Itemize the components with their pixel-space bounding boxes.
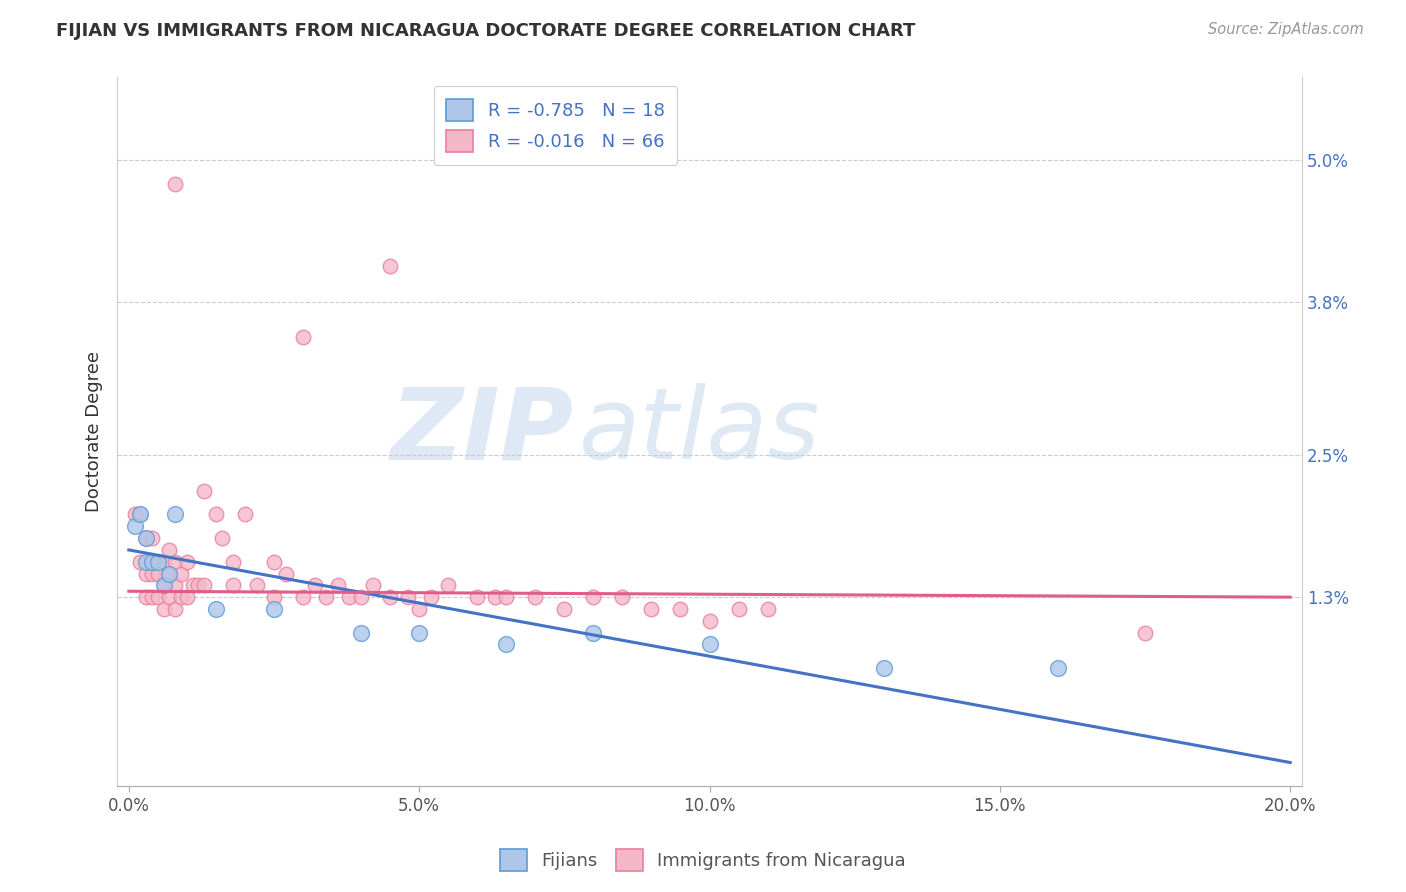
Point bbox=[437, 578, 460, 592]
Point bbox=[165, 555, 187, 569]
Point bbox=[170, 590, 193, 604]
Point bbox=[378, 590, 401, 604]
Point bbox=[135, 531, 157, 545]
Point bbox=[141, 531, 163, 545]
Point bbox=[141, 555, 163, 569]
Point bbox=[141, 590, 163, 604]
Point bbox=[553, 602, 575, 616]
Text: FIJIAN VS IMMIGRANTS FROM NICARAGUA DOCTORATE DEGREE CORRELATION CHART: FIJIAN VS IMMIGRANTS FROM NICARAGUA DOCT… bbox=[56, 22, 915, 40]
Point bbox=[152, 602, 174, 616]
Point bbox=[484, 590, 506, 604]
Point bbox=[152, 578, 174, 592]
Point bbox=[524, 590, 547, 604]
Point bbox=[193, 483, 215, 498]
Point bbox=[419, 590, 441, 604]
Point bbox=[222, 578, 245, 592]
Text: atlas: atlas bbox=[579, 384, 821, 480]
Point bbox=[640, 602, 662, 616]
Point bbox=[1133, 625, 1156, 640]
Point bbox=[135, 531, 157, 545]
Point bbox=[292, 330, 315, 344]
Point bbox=[193, 578, 215, 592]
Y-axis label: Doctorate Degree: Doctorate Degree bbox=[86, 351, 103, 512]
Point bbox=[292, 590, 315, 604]
Point bbox=[582, 590, 605, 604]
Point bbox=[350, 590, 373, 604]
Point bbox=[159, 566, 181, 581]
Point bbox=[141, 566, 163, 581]
Point bbox=[135, 555, 157, 569]
Point bbox=[263, 555, 285, 569]
Point bbox=[326, 578, 349, 592]
Point bbox=[756, 602, 779, 616]
Point bbox=[129, 508, 152, 522]
Point bbox=[146, 566, 169, 581]
Point bbox=[727, 602, 749, 616]
Point bbox=[339, 590, 361, 604]
Point bbox=[146, 555, 169, 569]
Point bbox=[124, 519, 146, 533]
Point bbox=[274, 566, 297, 581]
Point bbox=[170, 566, 193, 581]
Point bbox=[495, 590, 517, 604]
Point bbox=[350, 625, 373, 640]
Point bbox=[263, 590, 285, 604]
Point bbox=[408, 625, 430, 640]
Point bbox=[135, 590, 157, 604]
Point bbox=[612, 590, 634, 604]
Point bbox=[396, 590, 419, 604]
Point bbox=[669, 602, 692, 616]
Point bbox=[205, 602, 228, 616]
Point bbox=[245, 578, 267, 592]
Text: Source: ZipAtlas.com: Source: ZipAtlas.com bbox=[1208, 22, 1364, 37]
Point bbox=[211, 531, 233, 545]
Point bbox=[159, 566, 181, 581]
Point bbox=[165, 508, 187, 522]
Point bbox=[165, 602, 187, 616]
Point bbox=[582, 625, 605, 640]
Point bbox=[181, 578, 204, 592]
Point bbox=[361, 578, 384, 592]
Point bbox=[408, 602, 430, 616]
Point bbox=[129, 555, 152, 569]
Point bbox=[159, 590, 181, 604]
Point bbox=[129, 508, 152, 522]
Point bbox=[152, 555, 174, 569]
Point bbox=[699, 637, 721, 651]
Point bbox=[146, 590, 169, 604]
Text: ZIP: ZIP bbox=[391, 384, 574, 480]
Point bbox=[124, 508, 146, 522]
Point bbox=[165, 177, 187, 191]
Point bbox=[315, 590, 337, 604]
Point bbox=[465, 590, 488, 604]
Legend: Fijians, Immigrants from Nicaragua: Fijians, Immigrants from Nicaragua bbox=[492, 842, 914, 879]
Point bbox=[233, 508, 256, 522]
Point bbox=[263, 602, 285, 616]
Point bbox=[205, 508, 228, 522]
Point bbox=[699, 614, 721, 628]
Point bbox=[1046, 661, 1069, 675]
Point bbox=[495, 637, 517, 651]
Point bbox=[187, 578, 209, 592]
Point bbox=[135, 566, 157, 581]
Point bbox=[304, 578, 326, 592]
Point bbox=[152, 578, 174, 592]
Point bbox=[873, 661, 896, 675]
Point bbox=[222, 555, 245, 569]
Point bbox=[176, 590, 198, 604]
Point bbox=[159, 542, 181, 557]
Point bbox=[176, 555, 198, 569]
Point bbox=[378, 260, 401, 274]
Point bbox=[165, 578, 187, 592]
Legend: R = -0.785   N = 18, R = -0.016   N = 66: R = -0.785 N = 18, R = -0.016 N = 66 bbox=[433, 87, 678, 165]
Point bbox=[146, 555, 169, 569]
